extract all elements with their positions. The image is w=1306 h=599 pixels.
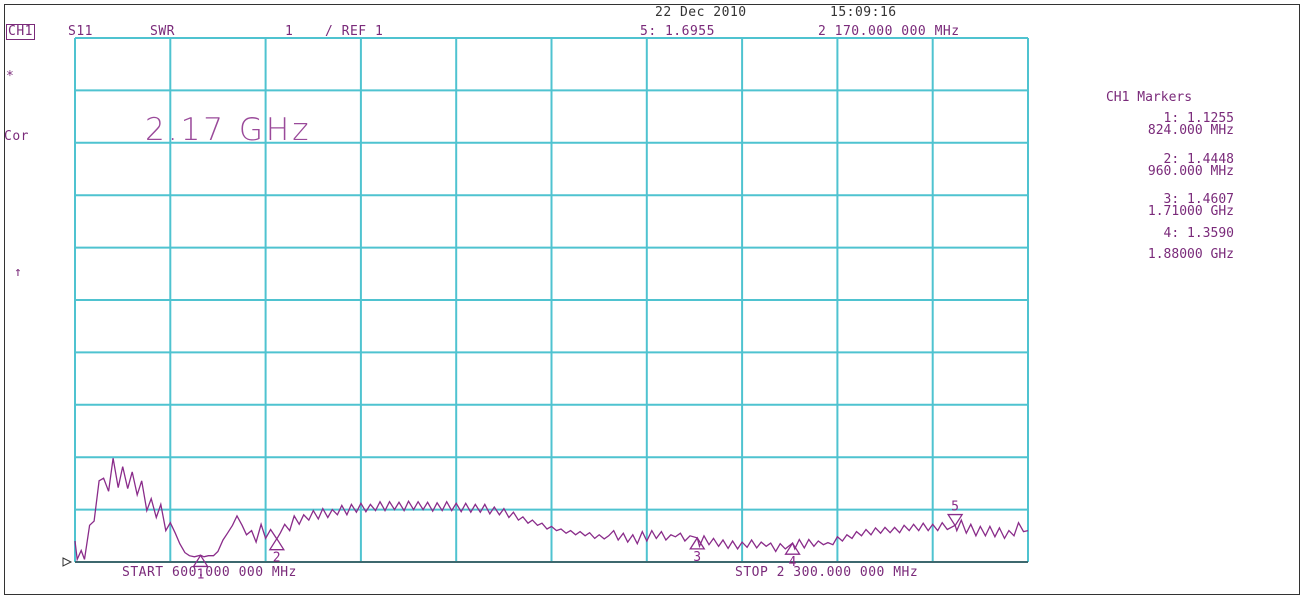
marker-5-label: 5 [951, 500, 959, 515]
active-marker-value: 5: 1.6955 [640, 24, 715, 39]
marker-2-frequency: 960.000 MHz [1147, 164, 1234, 179]
marker-1-frequency: 824.000 MHz [1147, 123, 1234, 138]
marker-2-triangle [268, 537, 285, 551]
marker-5-triangle [946, 513, 964, 527]
marker-layer: 1 2 3 4 5 [192, 500, 964, 582]
markers-panel-title: CH1 Markers [1105, 90, 1193, 105]
marker-4-frequency: 1.88000 GHz [1147, 247, 1234, 262]
marker-3-triangle [689, 536, 706, 550]
trace-series-0 [74, 458, 1029, 562]
date-text: 22 Dec 2010 [655, 5, 747, 20]
scale-label: 1 [285, 24, 294, 39]
frequency-annotation: 2.17 GHz [145, 112, 312, 148]
star-indicator: * [6, 69, 15, 84]
parameter-label: S11 [68, 24, 93, 39]
analyzer-frame [4, 4, 1300, 595]
chart-grid [62, 37, 1029, 567]
marker-4-label: 4 [789, 555, 797, 570]
marker-3-frequency: 1.71000 GHz [1147, 204, 1234, 219]
marker-1-value: 1: 1.1255 [1163, 111, 1234, 126]
reference-pointer-icon [62, 557, 73, 567]
active-marker-frequency: 2 170.000 000 MHz [818, 24, 960, 39]
marker-1-triangle [192, 554, 209, 568]
reference-arrow-icon: ↑ [14, 265, 23, 280]
marker-2-value: 2: 1.4448 [1163, 152, 1234, 167]
marker-4-value: 4: 1.3590 [1163, 226, 1234, 241]
trace-layer [74, 458, 1029, 562]
start-frequency: START 600.000 000 MHz [122, 565, 297, 580]
time-text: 15:09:16 [830, 5, 897, 20]
marker-3-value: 3: 1.4607 [1163, 192, 1234, 207]
stop-frequency: STOP 2 300.000 000 MHz [735, 565, 919, 580]
marker-4-triangle [784, 541, 801, 555]
marker-3-label: 3 [693, 550, 701, 565]
format-label: SWR [150, 24, 175, 39]
channel-label: CH1 [6, 24, 35, 40]
marker-1-label: 1 [197, 567, 205, 582]
marker-2-label: 2 [273, 551, 281, 566]
correction-indicator: Cor [4, 129, 29, 144]
reference-label: / REF 1 [325, 24, 384, 39]
